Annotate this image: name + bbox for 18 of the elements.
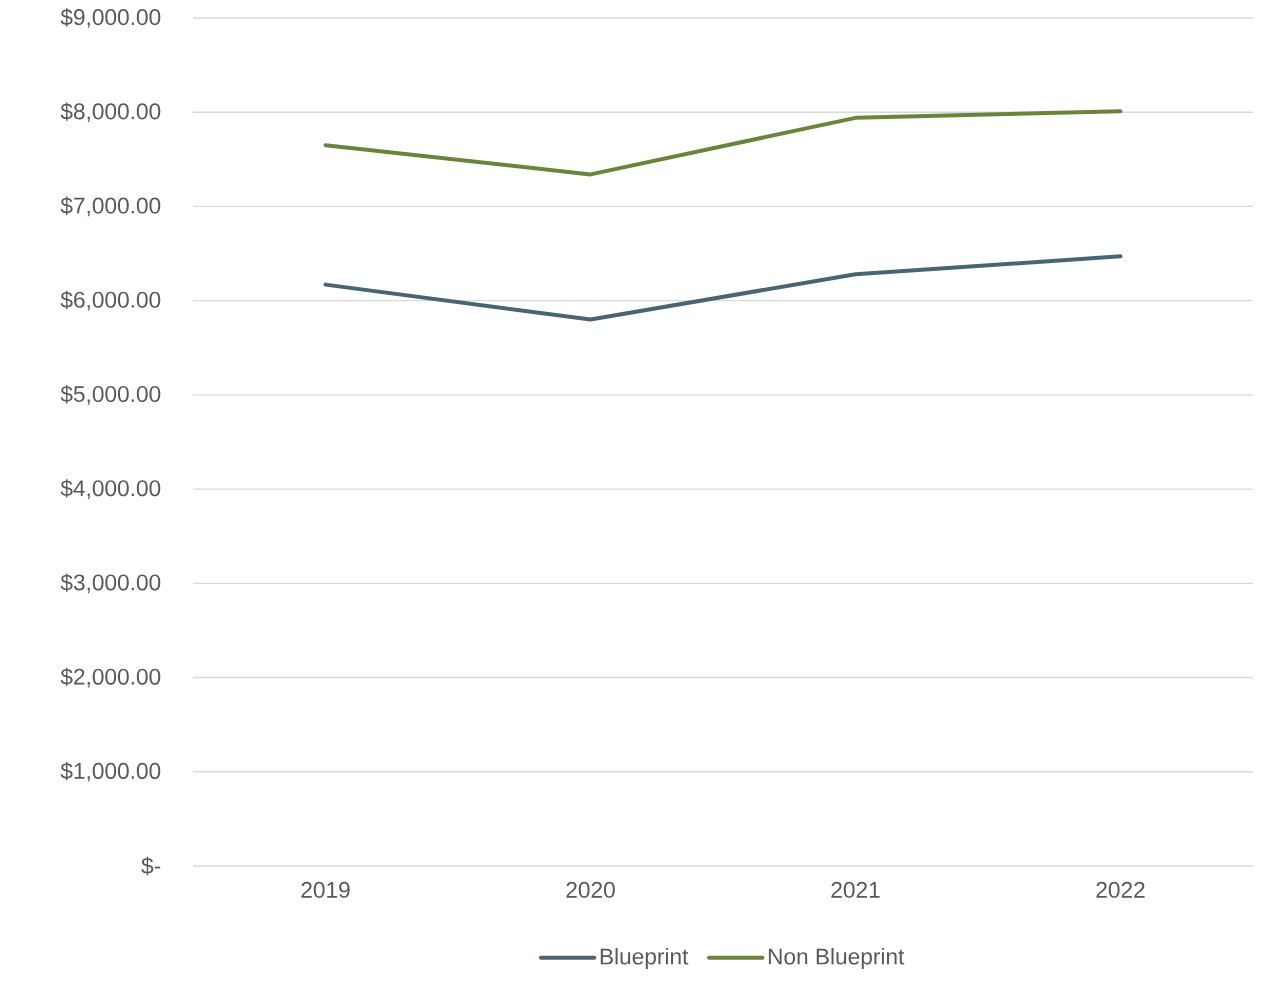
y-tick-label: $- <box>141 856 161 876</box>
line-series <box>323 254 1123 322</box>
y-tick-label: $5,000.00 <box>60 385 161 405</box>
y-tick-label: $8,000.00 <box>60 102 161 123</box>
x-tick-label: 2019 <box>301 881 350 898</box>
y-tick-label: $4,000.00 <box>60 479 161 499</box>
legend-label: Non Blueprint <box>768 947 905 970</box>
legend-label: Blueprint <box>600 947 689 970</box>
y-tick-label: $9,000.00 <box>60 8 161 28</box>
y-tick-label: $3,000.00 <box>60 573 161 594</box>
x-tick-label: 2020 <box>566 881 615 898</box>
line-series <box>323 109 1123 177</box>
y-tick-label: $2,000.00 <box>60 667 161 688</box>
y-tick-label: $7,000.00 <box>60 196 161 217</box>
x-tick-label: 2021 <box>831 881 880 898</box>
x-tick-label: 2022 <box>1096 881 1145 898</box>
y-tick-label: $1,000.00 <box>60 761 161 782</box>
y-tick-label: $6,000.00 <box>60 290 161 311</box>
